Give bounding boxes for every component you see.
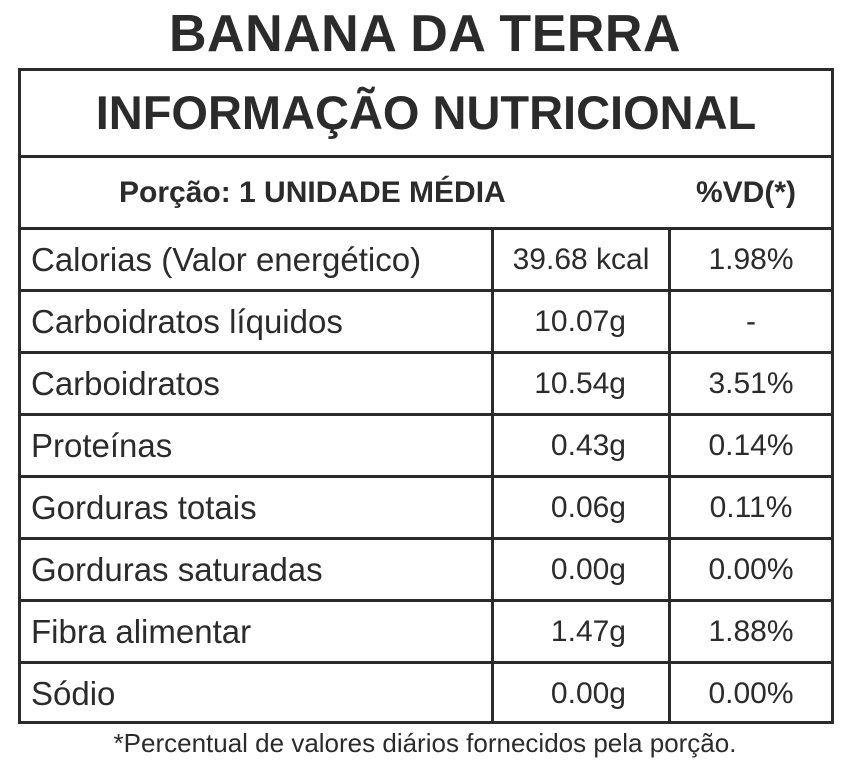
table-row: Sódio 0.00g 0.00% bbox=[21, 661, 831, 723]
nutrient-vd: 1.98% bbox=[668, 230, 831, 291]
nutrient-amount: 1.47g bbox=[491, 599, 670, 663]
nutrient-vd: 0.14% bbox=[668, 413, 831, 477]
table-row: Gorduras saturadas 0.00g 0.00% bbox=[21, 537, 831, 601]
nutrient-name: Carboidratos líquidos bbox=[21, 289, 493, 353]
nutrient-vd: 1.88% bbox=[668, 599, 831, 663]
nutrient-amount: 0.00g bbox=[491, 661, 670, 723]
nutrient-name: Carboidratos bbox=[21, 351, 493, 415]
panel-title: INFORMAÇÃO NUTRICIONAL bbox=[21, 71, 831, 158]
table-row: Fibra alimentar 1.47g 1.88% bbox=[21, 599, 831, 663]
nutrition-facts-panel: INFORMAÇÃO NUTRICIONAL Porção: 1 UNIDADE… bbox=[18, 68, 834, 724]
nutrient-table: Calorias (Valor energético) 39.68 kcal 1… bbox=[21, 230, 831, 723]
table-row: Carboidratos líquidos 10.07g - bbox=[21, 289, 831, 353]
nutrient-name: Calorias (Valor energético) bbox=[31, 240, 422, 278]
nutrient-name: Gorduras totais bbox=[21, 475, 493, 539]
nutrient-amount: 10.07g bbox=[491, 289, 670, 353]
nutrient-vd: 0.00% bbox=[668, 537, 831, 601]
nutrient-amount: 39.68 kcal bbox=[491, 230, 670, 291]
nutrient-amount: 0.00g bbox=[491, 537, 670, 601]
nutrient-vd: 3.51% bbox=[668, 351, 831, 415]
product-title: BANANA DA TERRA bbox=[168, 5, 682, 63]
portion-header-row: Porção: 1 UNIDADE MÉDIA %VD(*) bbox=[21, 158, 831, 230]
table-row: Proteínas 0.43g 0.14% bbox=[21, 413, 831, 477]
nutrient-amount: 0.43g bbox=[491, 413, 670, 477]
nutrient-name: Proteínas bbox=[21, 413, 493, 477]
portion-label: Porção: 1 UNIDADE MÉDIA bbox=[119, 176, 506, 209]
table-row: Calorias (Valor energético) 39.68 kcal 1… bbox=[21, 230, 831, 291]
nutrient-name: Fibra alimentar bbox=[21, 599, 493, 663]
nutrient-vd: 0.11% bbox=[668, 475, 831, 539]
table-row: Carboidratos 10.54g 3.51% bbox=[21, 351, 831, 415]
nutrient-name: Gorduras saturadas bbox=[21, 537, 493, 601]
table-row: Gorduras totais 0.06g 0.11% bbox=[21, 475, 831, 539]
nutrient-name: Sódio bbox=[21, 661, 493, 723]
nutrient-amount: 0.06g bbox=[491, 475, 670, 539]
nutrient-vd: - bbox=[668, 289, 831, 353]
nutrient-amount: 10.54g bbox=[491, 351, 670, 415]
vd-header: %VD(*) bbox=[695, 176, 796, 209]
footnote: *Percentual de valores diários fornecido… bbox=[113, 728, 737, 758]
nutrient-vd: 0.00% bbox=[668, 661, 831, 723]
